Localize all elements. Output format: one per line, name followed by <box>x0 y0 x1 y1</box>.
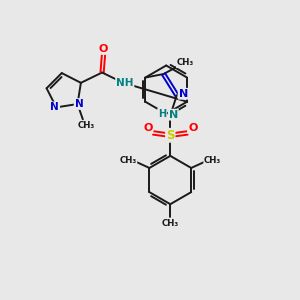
Text: O: O <box>99 44 108 54</box>
Text: N: N <box>50 102 59 112</box>
Text: CH₃: CH₃ <box>78 121 95 130</box>
Text: CH₃: CH₃ <box>162 218 179 227</box>
Text: O: O <box>188 123 197 133</box>
Text: CH₃: CH₃ <box>204 155 221 164</box>
Text: S: S <box>166 129 175 142</box>
Text: NH: NH <box>116 78 134 88</box>
Text: N: N <box>169 110 178 120</box>
Text: O: O <box>143 123 153 133</box>
Text: N: N <box>75 99 83 109</box>
Text: H: H <box>158 109 166 119</box>
Text: CH₃: CH₃ <box>119 155 136 164</box>
Text: N: N <box>178 89 188 99</box>
Text: CH₃: CH₃ <box>177 58 194 67</box>
